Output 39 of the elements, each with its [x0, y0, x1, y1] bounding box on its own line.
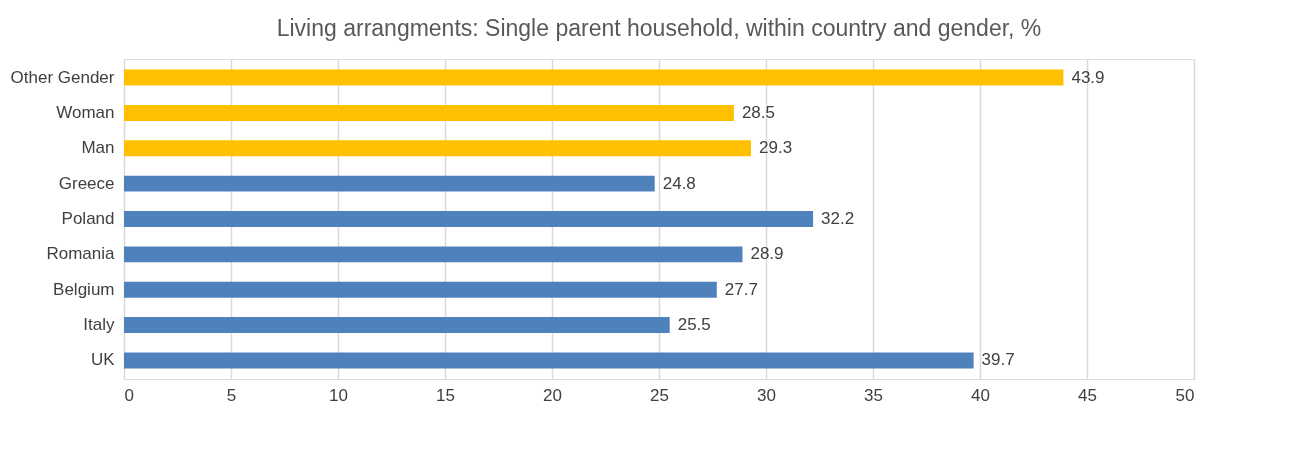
data-label: 39.7 — [981, 350, 1015, 370]
data-label: 32.2 — [821, 209, 855, 228]
y-tick-label: Greece — [58, 173, 115, 193]
data-label: 43.9 — [1071, 67, 1105, 87]
x-tick-label: 40 — [971, 385, 990, 405]
bar — [124, 352, 974, 369]
x-tick-label: 5 — [226, 385, 237, 405]
data-label: 27.7 — [724, 279, 758, 299]
x-tick-label: 10 — [329, 385, 348, 405]
x-tick-label: 15 — [436, 385, 455, 405]
y-tick-label: Poland — [61, 209, 115, 228]
x-tick-label: 45 — [1078, 385, 1097, 405]
x-tick-label: 50 — [1175, 385, 1195, 405]
bar — [124, 211, 814, 227]
data-label: 25.5 — [677, 315, 711, 335]
y-tick-label: UK — [90, 350, 116, 370]
bar — [124, 281, 717, 298]
y-tick-label: Belgium — [53, 279, 115, 299]
data-label: 29.3 — [759, 138, 793, 158]
bar — [124, 246, 743, 263]
bar — [124, 140, 752, 157]
x-tick-label: 35 — [864, 385, 883, 405]
data-label: 24.8 — [662, 173, 696, 193]
x-tick-label: 20 — [543, 385, 562, 405]
data-label: 28.9 — [750, 244, 784, 264]
data-label: 28.5 — [741, 102, 775, 122]
bar — [124, 317, 670, 334]
bar — [124, 104, 734, 121]
x-tick-label: 30 — [757, 385, 776, 405]
bar — [124, 175, 655, 192]
x-tick-label: 0 — [124, 385, 134, 405]
bar — [124, 69, 1064, 86]
y-tick-label: Romania — [46, 244, 116, 264]
y-tick-label: Other Gender — [10, 67, 115, 87]
y-tick-label: Woman — [56, 102, 115, 122]
y-tick-label: Man — [81, 138, 115, 158]
x-tick-label: 25 — [650, 385, 669, 405]
chart-title: Living arrangments: Single parent household, within country and gender, % — [276, 15, 1042, 41]
y-tick-label: Italy — [83, 315, 115, 335]
